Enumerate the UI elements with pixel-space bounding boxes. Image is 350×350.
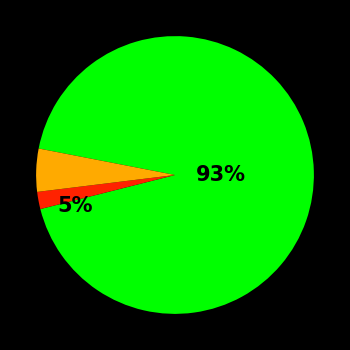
Wedge shape: [37, 175, 175, 209]
Text: 93%: 93%: [196, 165, 246, 185]
Wedge shape: [36, 148, 175, 192]
Wedge shape: [38, 36, 314, 314]
Text: 5%: 5%: [57, 196, 93, 216]
